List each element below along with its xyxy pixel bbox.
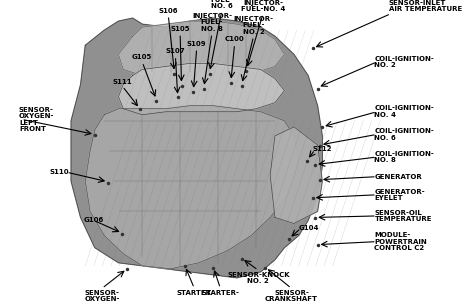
Polygon shape bbox=[71, 18, 322, 278]
Text: S112: S112 bbox=[313, 146, 332, 153]
Text: S106: S106 bbox=[158, 8, 178, 14]
Text: COIL-IGNITION-
NO. 4: COIL-IGNITION- NO. 4 bbox=[374, 105, 434, 118]
Text: C100: C100 bbox=[225, 36, 245, 42]
Polygon shape bbox=[118, 21, 284, 76]
Text: G105: G105 bbox=[132, 54, 152, 60]
Polygon shape bbox=[270, 127, 322, 223]
Text: STARTER-: STARTER- bbox=[201, 290, 239, 296]
Text: SENSOR-INLET
AIR TEMPERATURE: SENSOR-INLET AIR TEMPERATURE bbox=[389, 0, 462, 12]
Text: INJECTOR-
FUEL-
NO. 2: INJECTOR- FUEL- NO. 2 bbox=[234, 16, 273, 35]
Text: S105: S105 bbox=[170, 26, 190, 32]
Text: GENERATOR: GENERATOR bbox=[374, 174, 422, 180]
Text: G104: G104 bbox=[299, 225, 319, 231]
Text: SENSOR-
OXYGEN-
LEFT
FRONT: SENSOR- OXYGEN- LEFT FRONT bbox=[19, 107, 55, 132]
Text: INJECTOR-
FUEL-
NO. 8: INJECTOR- FUEL- NO. 8 bbox=[192, 13, 232, 32]
Text: S110: S110 bbox=[49, 169, 69, 175]
Polygon shape bbox=[118, 63, 284, 115]
Text: S109: S109 bbox=[187, 41, 207, 47]
Text: COIL-IGNITION-
NO. 2: COIL-IGNITION- NO. 2 bbox=[374, 56, 434, 68]
Text: COIL-IGNITION-
NO. 6: COIL-IGNITION- NO. 6 bbox=[374, 128, 434, 141]
Text: COIL-IGNITION-
NO. 8: COIL-IGNITION- NO. 8 bbox=[374, 151, 434, 163]
Text: G106: G106 bbox=[84, 217, 104, 223]
Text: S111: S111 bbox=[112, 79, 132, 85]
Text: INJECTOR-
FUEL-
NO. 6: INJECTOR- FUEL- NO. 6 bbox=[202, 0, 242, 9]
Text: SENSOR-KNOCK
NO. 2: SENSOR-KNOCK NO. 2 bbox=[227, 272, 290, 284]
Text: SENSOR-
CRANKSHAFT: SENSOR- CRANKSHAFT bbox=[265, 290, 318, 302]
Text: SENSOR-OIL
TEMPERATURE: SENSOR-OIL TEMPERATURE bbox=[374, 210, 432, 222]
Text: S107: S107 bbox=[165, 48, 185, 54]
Text: INJECTOR-
FUEL-NO. 4: INJECTOR- FUEL-NO. 4 bbox=[241, 0, 285, 12]
Text: SENSOR-
OXYGEN-: SENSOR- OXYGEN- bbox=[84, 290, 119, 302]
Polygon shape bbox=[85, 106, 299, 269]
Text: GENERATOR-
EYELET: GENERATOR- EYELET bbox=[374, 188, 425, 201]
Text: MODULE-
POWERTRAIN
CONTROL C2: MODULE- POWERTRAIN CONTROL C2 bbox=[374, 232, 427, 251]
Text: STARTER: STARTER bbox=[177, 290, 212, 296]
